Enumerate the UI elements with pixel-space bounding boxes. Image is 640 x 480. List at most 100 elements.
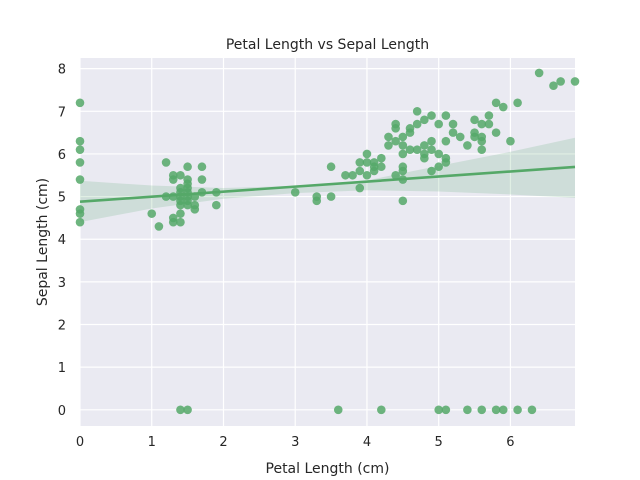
data-point [470,132,479,142]
chart-title: Petal Length vs Sepal Length [226,37,429,53]
data-point [527,405,537,415]
data-point [398,166,408,176]
data-point [326,162,336,172]
data-point [498,102,508,112]
data-point [176,209,185,218]
data-point [463,141,472,150]
x-tick-label: 4 [363,435,371,450]
data-point [362,158,372,167]
x-tick-label: 6 [506,435,514,450]
data-point [377,153,386,163]
data-point [506,136,515,146]
data-points [75,68,580,415]
data-point [377,405,386,415]
data-point [556,77,565,86]
data-point [477,405,487,415]
data-point [384,141,393,150]
x-tick-label: 0 [76,435,84,450]
data-point [398,132,408,142]
data-point [398,196,408,206]
data-point [427,145,436,154]
data-point [355,158,365,167]
data-point [176,170,185,180]
data-point [377,162,386,172]
data-point [341,170,350,180]
data-point [477,136,487,146]
data-point [183,200,192,210]
data-point [412,119,422,129]
data-point [427,136,436,146]
data-point [362,170,372,180]
data-point [420,115,429,125]
data-point [405,128,415,137]
x-tick-label: 3 [291,435,299,450]
data-point [154,222,164,231]
data-point [570,77,580,86]
data-point [75,136,85,146]
y-axis-label: Sepal Length (cm) [35,178,51,306]
data-point [491,128,501,137]
y-tick-label: 6 [58,148,66,163]
data-point [498,405,508,415]
data-point [441,405,451,415]
data-point [427,111,436,120]
data-point [484,111,494,120]
data-point [534,68,544,78]
y-tick-label: 1 [58,361,66,376]
data-point [183,162,192,172]
data-point [362,149,372,159]
data-point [412,145,422,154]
data-point [491,98,501,108]
data-point [161,158,171,167]
data-point [484,119,494,129]
data-point [348,170,357,180]
data-point [355,183,365,193]
x-tick-label: 5 [435,435,443,450]
data-point [549,81,558,91]
y-tick-label: 3 [58,276,66,291]
y-tick-label: 5 [58,191,66,206]
plot-background [80,58,575,426]
data-point [355,166,365,176]
data-point [434,149,443,159]
data-point [168,175,178,184]
data-point [212,200,221,210]
data-point [434,119,443,129]
data-point [168,217,178,227]
data-point [455,132,465,142]
x-tick-label: 1 [148,435,156,450]
data-point [463,405,472,415]
data-point [398,149,408,159]
data-point [75,209,85,218]
data-point [441,158,451,167]
data-point [197,162,207,172]
data-point [420,153,429,163]
data-point [75,175,85,184]
data-point [412,107,422,116]
data-point [312,196,322,206]
data-point [420,141,429,150]
data-point [75,158,85,167]
data-point [477,145,487,154]
data-point [398,141,408,150]
data-point [176,405,185,415]
data-point [477,119,487,129]
y-tick-label: 7 [58,105,66,120]
data-point [513,98,522,108]
data-point [75,98,85,108]
data-point [491,405,501,415]
y-tick-label: 4 [58,233,66,248]
data-point [326,192,336,201]
x-tick-labels: 0 1 2 3 4 5 6 [76,435,515,450]
data-point [391,170,400,180]
data-point [190,205,200,214]
data-point [369,162,379,172]
y-tick-label: 2 [58,319,66,334]
data-point [147,209,157,218]
data-point [470,115,479,125]
data-point [513,405,522,415]
data-point [434,405,443,415]
data-point [441,136,451,146]
data-point [75,217,85,227]
